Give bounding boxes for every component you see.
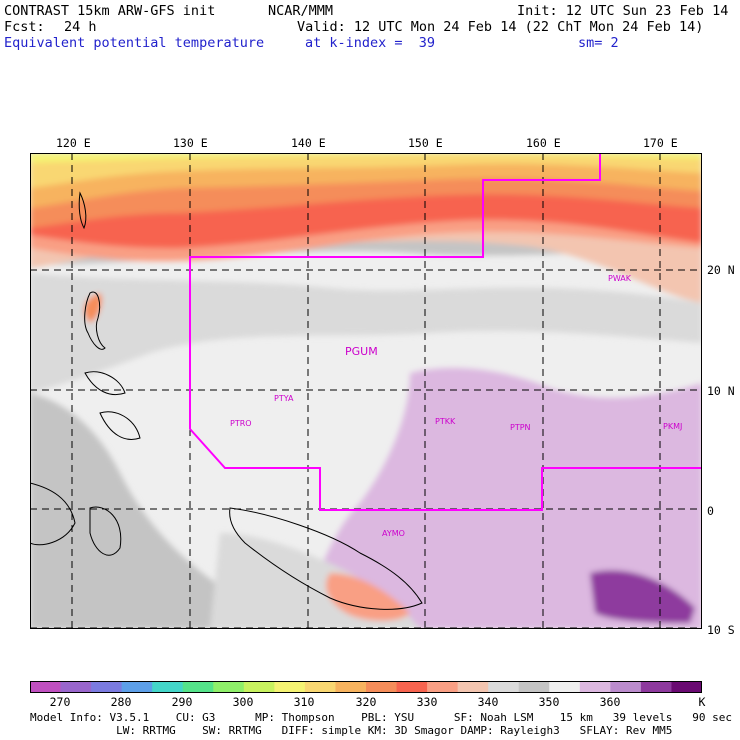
colorbar-swatch	[121, 681, 153, 693]
colorbar-swatch	[427, 681, 459, 693]
colorbar-swatch	[457, 681, 489, 693]
lon-label: 150 E	[408, 136, 443, 150]
colorbar-label: 330	[416, 695, 438, 709]
colorbar-swatch	[91, 681, 123, 693]
colorbar-label: 340	[477, 695, 499, 709]
model-title: CONTRAST 15km ARW-GFS init	[4, 3, 216, 19]
forecast-value: 24 h	[64, 19, 97, 35]
lon-label: 170 E	[643, 136, 678, 150]
colorbar-swatch	[304, 681, 336, 693]
colorbar-label: 300	[232, 695, 254, 709]
station-label: PGUM	[345, 345, 378, 358]
band-310	[30, 153, 702, 163]
boundary-north	[189, 153, 601, 429]
theta-e-map: PWAK PGUM PTYA PTRO PTKK PTPN PKMJ AYMO	[30, 153, 702, 629]
colorbar-swatch	[335, 681, 367, 693]
band-335-luzon	[84, 293, 102, 323]
colorbar-label: 280	[110, 695, 132, 709]
colorbar-swatch	[671, 681, 702, 693]
coast-mindanao	[99, 411, 141, 440]
colorbar-swatch	[396, 681, 428, 693]
level-label: at k-index = 39	[305, 35, 436, 51]
coast-borneo	[30, 482, 76, 546]
colorbar-swatch	[243, 681, 275, 693]
org-label: NCAR/MMM	[268, 3, 334, 19]
station-label: PTKK	[435, 417, 456, 426]
coastlines	[30, 191, 423, 610]
colorbar-label: 360	[599, 695, 621, 709]
coast-new-guinea	[229, 507, 423, 610]
colorbar-unit: K	[698, 695, 706, 709]
colorbar-frame	[30, 681, 702, 693]
valid-time: Valid: 12 UTC Mon 24 Feb 14 (22 ChT Mon …	[297, 19, 704, 35]
station-label: PTPN	[510, 423, 531, 432]
colorbar-label: 350	[538, 695, 560, 709]
lon-label: 140 E	[291, 136, 326, 150]
band-370	[590, 570, 695, 623]
band-335-ng	[326, 573, 410, 621]
colorbar-label: 270	[49, 695, 71, 709]
lon-label: 120 E	[56, 136, 91, 150]
band-365	[300, 368, 702, 629]
band-315	[30, 153, 702, 188]
colorbar-swatch	[60, 681, 92, 693]
colorbar-swatch	[488, 681, 520, 693]
init-time: Init: 12 UTC Sun 23 Feb 14	[517, 3, 729, 19]
colorbar-label: 290	[171, 695, 193, 709]
colorbar-swatch	[30, 681, 62, 693]
station-label: PKMJ	[663, 422, 682, 431]
colorbar-swatch	[213, 681, 245, 693]
forecast-label: Fcst:	[4, 19, 45, 35]
colorbar-swatch	[610, 681, 642, 693]
lat-label: 0	[707, 504, 714, 518]
colorbar-swatch	[579, 681, 611, 693]
coast-luzon	[84, 291, 106, 350]
colorbar-label: 310	[293, 695, 315, 709]
footer-line-2: LW: RRTMG SW: RRTMG DIFF: simple KM: 3D …	[30, 724, 673, 737]
colorbar-swatch	[518, 681, 550, 693]
footer-line-1: Model Info: V3.5.1 CU: G3 MP: Thompson P…	[30, 711, 732, 724]
lon-label: 160 E	[526, 136, 561, 150]
lat-label: 20 N	[707, 263, 735, 277]
colorbar-swatch	[366, 681, 398, 693]
station-label: PTYA	[274, 394, 294, 403]
colorbar-swatch	[152, 681, 184, 693]
lon-label: 130 E	[173, 136, 208, 150]
lat-label: 10 N	[707, 384, 735, 398]
lat-label: 10 S	[707, 623, 735, 637]
coast-visayas	[84, 371, 126, 396]
station-label: PWAK	[608, 274, 632, 283]
smoothing-label: sm= 2	[578, 35, 619, 51]
colorbar-swatch	[274, 681, 306, 693]
boundary-south	[189, 428, 702, 511]
map-frame	[30, 153, 702, 629]
colorbar-swatch	[640, 681, 672, 693]
band-352	[30, 273, 702, 393]
band-350-south	[30, 393, 320, 629]
field-name: Equivalent potential temperature	[4, 35, 265, 51]
colorbar-swatch	[182, 681, 214, 693]
colorbar-label: 320	[355, 695, 377, 709]
colorbar-swatch	[549, 681, 581, 693]
coast-taiwan	[78, 191, 87, 230]
station-label: AYMO	[382, 529, 405, 538]
station-label: PTRO	[230, 419, 252, 428]
colorbar	[30, 681, 702, 693]
